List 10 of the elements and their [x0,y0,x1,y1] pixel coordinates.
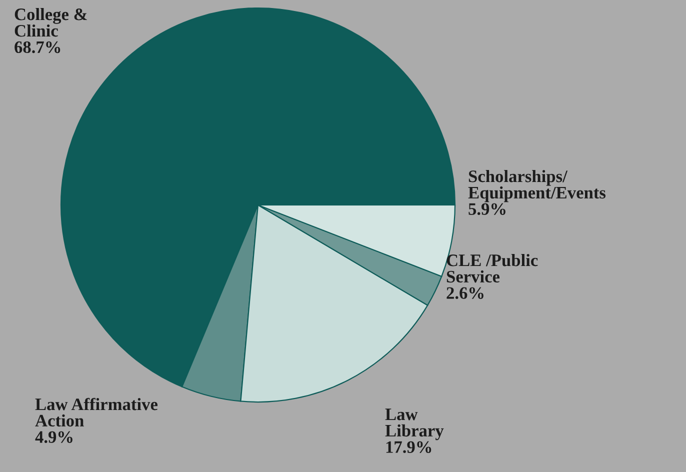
slice-label: Law Library [385,408,444,440]
data-label: 17.9% [386,441,432,454]
data-label: 68.7% [14,41,60,54]
slice-label: CLE /Public Service [446,254,538,283]
slice-label: Law Affirmative Action [35,398,158,427]
data-label: 2.6% [446,287,484,299]
data-label: 4.9% [35,431,72,443]
slice-label: College & Clinic [14,8,87,37]
slice-label: Scholarships/ Equipment/Events [468,170,606,202]
data-label: 5.9% [468,203,506,215]
